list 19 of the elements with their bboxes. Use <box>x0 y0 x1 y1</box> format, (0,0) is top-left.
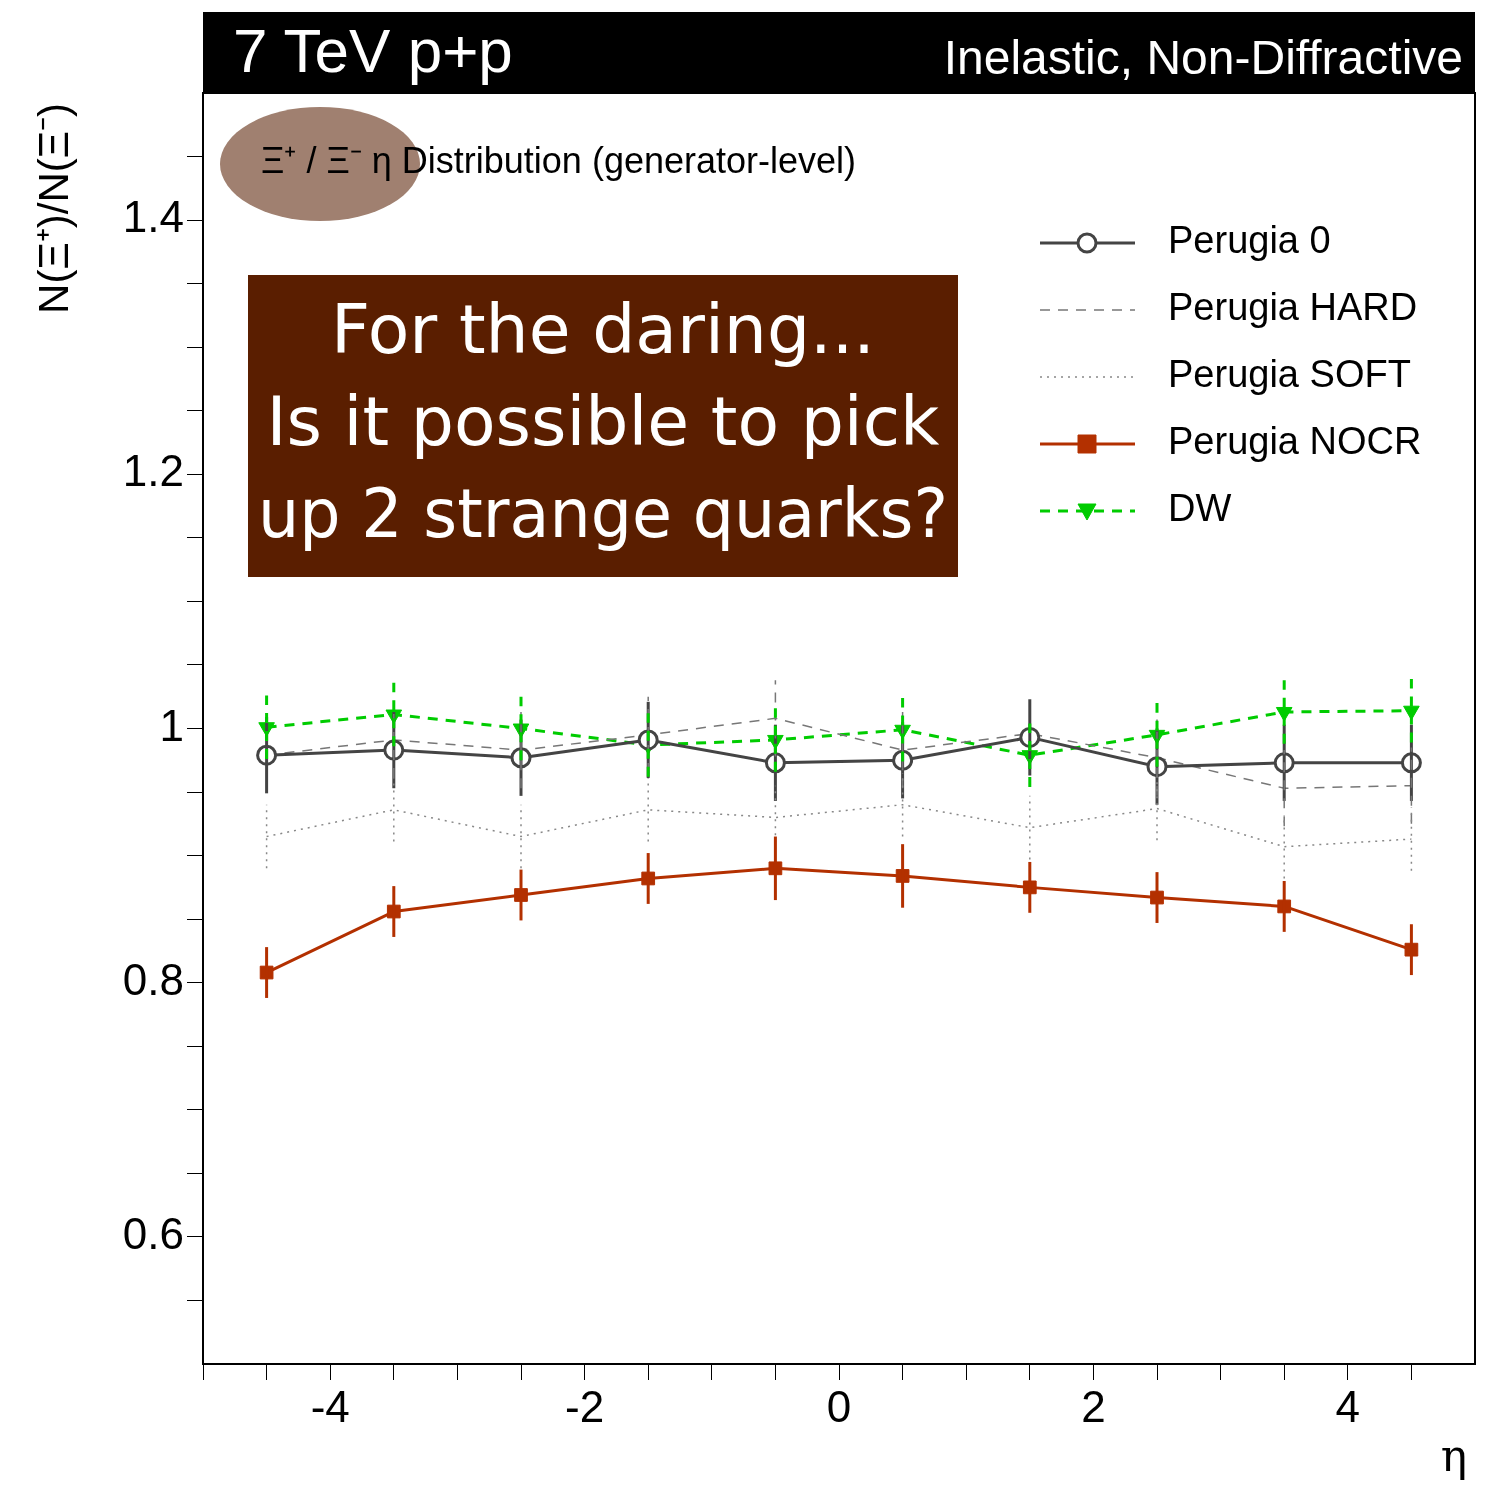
y-tick-label: 1.4 <box>122 192 184 242</box>
x-tick-label: 2 <box>1081 1381 1106 1431</box>
chart-subtitle: Inelastic, Non-Diffractive <box>943 30 1463 84</box>
y-tick-label: 1.2 <box>122 446 184 496</box>
legend-label: Perugia HARD <box>1168 286 1418 329</box>
x-tick-label: 0 <box>826 1381 852 1431</box>
y-tick-label: 0.6 <box>122 1209 184 1259</box>
legend-label: Perugia SOFT <box>1168 353 1411 396</box>
y-axis-title: N(Ξ⁺)/N(Ξ⁻) <box>29 103 77 314</box>
x-tick-label: -4 <box>310 1381 350 1431</box>
chart-title: 7 TeV p+p <box>233 15 513 85</box>
legend-label: Perugia NOCR <box>1168 420 1422 463</box>
y-tick-label: 1 <box>159 700 184 750</box>
legend-label: DW <box>1168 487 1232 530</box>
y-tick-label: 0.8 <box>122 954 184 1004</box>
x-tick-label: -2 <box>565 1381 605 1431</box>
annotation: For the daring... Is it possible to pick up 2 strange quarks? <box>258 289 948 554</box>
legend-label: Perugia 0 <box>1168 219 1331 262</box>
x-tick-label: 4 <box>1335 1381 1361 1431</box>
